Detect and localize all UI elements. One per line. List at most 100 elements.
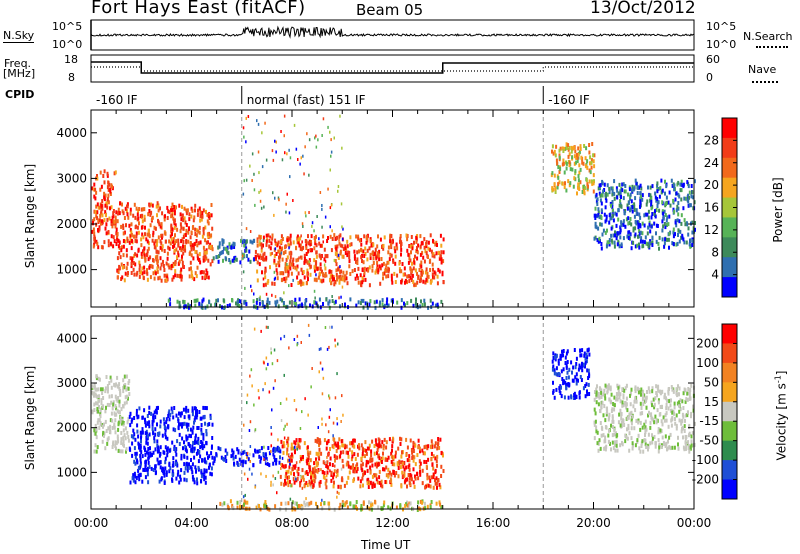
velocity-sparse-cell (254, 485, 256, 489)
power-echo-cell (194, 298, 197, 303)
power-echo-cell (664, 213, 667, 217)
velocity-echo-cell (286, 451, 288, 456)
power-echo-cell (122, 253, 125, 258)
power-sparse-cell (302, 154, 304, 158)
power-echo-cell (576, 159, 579, 163)
power-sparse-cell (313, 229, 315, 233)
velocity-echo-cell (194, 433, 197, 438)
velocity-echo-cell (561, 349, 563, 354)
power-echo-cell (389, 233, 392, 238)
power-sparse-cell (289, 156, 292, 160)
velocity-echo-cell (308, 479, 311, 484)
power-echo-cell (99, 205, 102, 210)
velocity-echo-cell (416, 472, 419, 476)
x-axis-label: Time UT (361, 538, 411, 552)
power-echo-cell (155, 204, 158, 209)
power-echo-cell (631, 188, 633, 193)
power-echo-cell (188, 274, 191, 279)
x-tick-label: 00:00 (74, 516, 109, 530)
velocity-echo-cell (645, 427, 648, 432)
velocity-echo-cell (641, 425, 644, 430)
velocity-echo-cell (165, 447, 168, 452)
power-echo-cell (204, 305, 207, 310)
power-echo-cell (126, 202, 129, 207)
velocity-echo-cell (430, 475, 433, 480)
power-echo-cell (177, 253, 180, 258)
power-echo-cell (146, 239, 149, 244)
nsky-trace (90, 25, 695, 39)
velocity-echo-cell (667, 424, 670, 429)
power-echo-cell (94, 196, 97, 201)
velocity-echo-cell (577, 367, 580, 372)
power-echo-cell (170, 208, 172, 213)
power-echo-cell (377, 234, 379, 239)
velocity-sparse-cell (248, 429, 251, 432)
power-echo-cell (189, 305, 192, 310)
velocity-echo-cell (417, 438, 420, 443)
power-echo-cell (356, 250, 359, 255)
velocity-echo-cell (364, 470, 366, 475)
velocity-echo-cell (194, 406, 196, 411)
velocity-echo-cell (167, 424, 170, 429)
velocity-sparse-cell (262, 388, 264, 392)
velocity-echo-cell (115, 397, 118, 402)
velocity-echo-cell (193, 448, 195, 453)
velocity-echo-cell (200, 479, 203, 484)
power-echo-cell (296, 264, 299, 269)
power-echo-cell (638, 245, 641, 250)
velocity-echo-cell (377, 505, 380, 510)
velocity-sparse-cell (288, 458, 291, 462)
power-echo-cell (317, 266, 320, 271)
velocity-echo-cell (205, 460, 208, 465)
velocity-echo-cell (192, 425, 195, 430)
velocity-echo-cell (209, 471, 212, 476)
velocity-echo-cell (401, 450, 403, 455)
power-sparse-cell (247, 115, 250, 118)
colorbar-tick-label: -200 (692, 473, 719, 487)
velocity-sparse-cell (248, 467, 251, 471)
velocity-echo-cell (387, 505, 390, 510)
power-echo-cell (604, 194, 607, 199)
velocity-echo-cell (377, 437, 380, 442)
velocity-echo-cell (418, 465, 421, 469)
y-tick-label: 1000 (56, 263, 87, 277)
power-echo-cell (166, 251, 169, 256)
cpid-segment-label: normal (fast) 151 IF (247, 93, 366, 107)
velocity-echo-cell (131, 453, 134, 458)
velocity-sparse-cell (301, 486, 304, 490)
power-echo-cell (268, 300, 271, 305)
velocity-echo-cell (247, 457, 250, 462)
velocity-echo-cell (137, 434, 140, 439)
velocity-sparse-cell (305, 497, 307, 501)
power-echo-cell (136, 212, 139, 217)
velocity-echo-cell (404, 477, 407, 482)
velocity-sparse-cell (320, 468, 322, 472)
power-sparse-cell (314, 136, 316, 140)
power-echo-cell (400, 279, 403, 284)
velocity-echo-cell (561, 377, 564, 381)
power-echo-cell (171, 207, 174, 212)
velocity-echo-cell (623, 388, 626, 393)
velocity-echo-cell (627, 426, 630, 431)
power-echo-cell (410, 235, 413, 239)
power-echo-cell (657, 200, 660, 205)
power-echo-cell (166, 256, 169, 261)
power-echo-cell (336, 244, 339, 249)
power-echo-cell (149, 223, 152, 228)
power-echo-cell (176, 255, 178, 260)
power-echo-cell (191, 274, 193, 278)
power-echo-cell (313, 265, 316, 270)
power-echo-cell (594, 235, 597, 240)
power-echo-cell (596, 238, 599, 243)
power-echo-cell (319, 266, 322, 271)
velocity-echo-cell (618, 392, 620, 397)
velocity-echo-cell (693, 421, 696, 426)
velocity-echo-cell (408, 476, 411, 481)
power-echo-cell (124, 206, 127, 211)
power-echo-cell (129, 228, 132, 232)
power-echo-cell (133, 202, 136, 207)
velocity-echo-cell (601, 401, 604, 406)
velocity-echo-cell (644, 419, 647, 424)
power-echo-cell (131, 258, 133, 263)
power-sparse-cell (337, 185, 340, 188)
